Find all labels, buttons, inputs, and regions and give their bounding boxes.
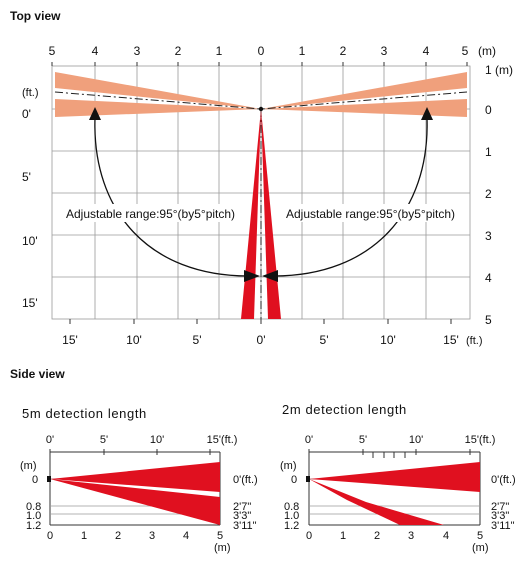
left-ft-label: 0'	[46, 434, 54, 446]
top-m-label: 5	[462, 44, 469, 58]
left-ft-label: 15'	[22, 296, 38, 310]
top-m-label: 3	[134, 44, 141, 58]
bottom-ft-unit: (ft.)	[466, 335, 483, 347]
left-x-label: 2	[115, 530, 121, 542]
top-m-label: 5	[49, 44, 56, 58]
left-sensor	[47, 476, 51, 482]
right-x-label: 0	[306, 530, 312, 542]
left-ft-label: 5'	[100, 434, 108, 446]
right-x-label: 4	[443, 530, 449, 542]
right-m-label: 4	[485, 271, 492, 285]
range-arc-left	[94, 117, 249, 277]
bottom-ft-label: 5'	[193, 333, 202, 347]
right-m-label: 1 (m)	[485, 63, 513, 77]
pet-zone-left	[55, 72, 261, 117]
bottom-ft-label: 5'	[320, 333, 329, 347]
left-ft-label: 0'	[22, 107, 31, 121]
right-x-label: 3	[408, 530, 414, 542]
left-right-label: 3'11"	[233, 520, 257, 532]
left-y-label: 1.0	[26, 510, 41, 522]
right-x-label: 1	[340, 530, 346, 542]
left-ft-label: 5'	[22, 170, 31, 184]
top-m-label: 2	[340, 44, 347, 58]
top-m-unit: (m)	[478, 44, 496, 58]
right-x-unit: (m)	[472, 542, 489, 554]
arrow-head-up-left	[89, 107, 101, 120]
left-m-unit: (m)	[20, 460, 37, 472]
range-arc-right	[273, 117, 428, 277]
left-right-label: 0'(ft.)	[233, 474, 258, 486]
right-ft-label: 15'(ft.)	[465, 434, 496, 446]
left-ft-label: 10'	[22, 234, 38, 248]
left-ft-unit: (ft.)	[22, 87, 39, 99]
left-right-label: 3'3"	[233, 510, 251, 522]
left-y-label: 1.2	[26, 520, 41, 532]
right-m-label: 2	[485, 187, 492, 201]
top-m-label: 1	[216, 44, 223, 58]
bottom-ft-label: 10'	[126, 333, 142, 347]
right-m-label: 5	[485, 313, 492, 327]
right-right-label: 2'7"	[491, 501, 509, 513]
left-y-label: 0	[32, 474, 38, 486]
arrow-head-up-right	[421, 107, 433, 120]
left-x-unit: (m)	[214, 542, 231, 554]
right-range-annotation: Adjustable range:95°(by5°pitch)	[286, 207, 455, 221]
top-m-label: 3	[381, 44, 388, 58]
detection-beam-center	[241, 109, 281, 319]
sensor-origin	[258, 106, 264, 112]
left-ft-label: 10'	[150, 434, 164, 446]
right-detection-zones	[309, 462, 480, 525]
left-y-label: 0.8	[26, 501, 41, 513]
top-m-label: 4	[423, 44, 430, 58]
right-y-label: 0	[291, 474, 297, 486]
left-x-label: 1	[81, 530, 87, 542]
left-x-label: 4	[183, 530, 189, 542]
arrow-head-center-left	[244, 270, 260, 282]
left-x-label: 5	[217, 530, 223, 542]
right-y-label: 1.0	[284, 510, 299, 522]
bottom-ft-label: 10'	[380, 333, 396, 347]
left-detection-zones	[50, 462, 220, 525]
top-axis-ticks	[51, 62, 468, 66]
top-m-label: 4	[92, 44, 99, 58]
left-ft-label: 15'(ft.)	[207, 434, 238, 446]
right-ft-label: 0'	[305, 434, 313, 446]
top-m-label: 1	[299, 44, 306, 58]
top-view-title: Top view	[10, 9, 61, 23]
right-chart-title: 2m detection length	[282, 402, 407, 417]
left-chart-title: 5m detection length	[22, 406, 147, 421]
top-m-label: 0	[258, 44, 265, 58]
right-right-label: 0'(ft.)	[491, 474, 516, 486]
side-view-title: Side view	[10, 367, 65, 381]
left-range-annotation: Adjustable range:95°(by5°pitch)	[66, 207, 235, 221]
right-y-label: 1.2	[284, 520, 299, 532]
bottom-ft-label: 15'	[62, 333, 78, 347]
right-y-label: 0.8	[284, 501, 299, 513]
right-x-label: 5	[477, 530, 483, 542]
right-m-unit: (m)	[280, 460, 297, 472]
left-x-label: 3	[149, 530, 155, 542]
right-right-label: 3'3"	[491, 510, 509, 522]
center-dash-lines	[54, 91, 468, 319]
bottom-ft-label: 0'	[257, 333, 266, 347]
right-sensor	[306, 476, 310, 482]
right-m-label: 1	[485, 145, 492, 159]
left-x-label: 0	[47, 530, 53, 542]
left-right-label: 2'7"	[233, 501, 251, 513]
right-ft-label: 5'	[359, 434, 367, 446]
right-right-label: 3'11"	[491, 520, 515, 532]
top-m-label: 2	[175, 44, 182, 58]
right-ft-label: 10'	[409, 434, 423, 446]
arrow-head-center-right	[262, 270, 278, 282]
right-m-label: 0	[485, 103, 492, 117]
right-x-label: 2	[374, 530, 380, 542]
pet-zone-right	[261, 72, 467, 117]
bottom-ft-ticks	[69, 319, 452, 324]
right-m-label: 3	[485, 229, 492, 243]
bottom-ft-label: 15'	[443, 333, 459, 347]
